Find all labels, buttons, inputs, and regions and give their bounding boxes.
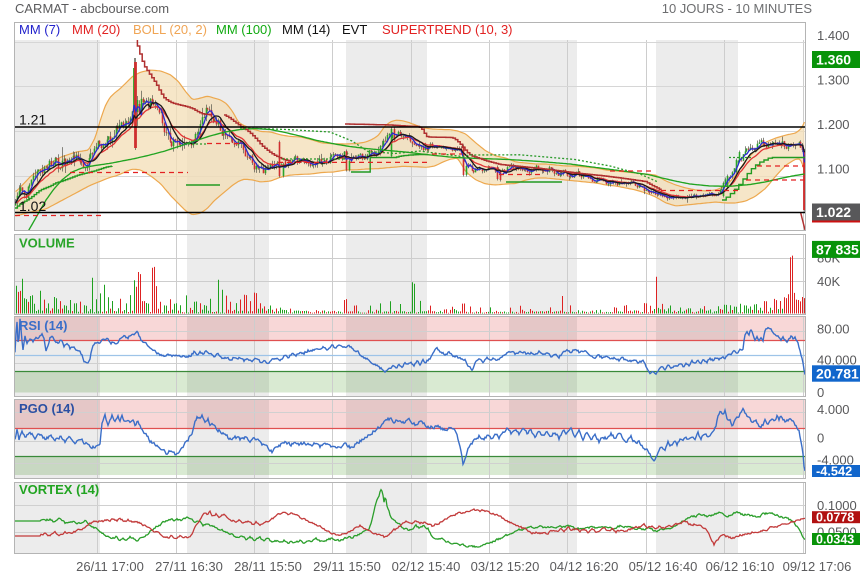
svg-text:0: 0 bbox=[817, 385, 824, 400]
svg-text:1.400: 1.400 bbox=[817, 28, 850, 43]
svg-text:BOLL (20, 2): BOLL (20, 2) bbox=[133, 22, 207, 37]
svg-text:09/12 17:06: 09/12 17:06 bbox=[783, 559, 852, 574]
svg-text:RSI (14): RSI (14) bbox=[19, 318, 67, 333]
svg-text:40K: 40K bbox=[817, 274, 840, 289]
svg-text:CARMAT - abcbourse.com: CARMAT - abcbourse.com bbox=[15, 1, 169, 16]
svg-text:VOLUME: VOLUME bbox=[19, 236, 75, 251]
svg-text:26/11 17:00: 26/11 17:00 bbox=[76, 559, 144, 574]
svg-text:05/12 16:40: 05/12 16:40 bbox=[629, 559, 698, 574]
svg-text:80.00: 80.00 bbox=[817, 322, 850, 337]
svg-text:20.781: 20.781 bbox=[816, 366, 859, 382]
svg-text:0.1000: 0.1000 bbox=[817, 498, 857, 513]
svg-text:0.0343: 0.0343 bbox=[816, 533, 854, 547]
svg-text:1.21: 1.21 bbox=[19, 112, 46, 128]
svg-text:29/11 15:50: 29/11 15:50 bbox=[313, 559, 381, 574]
svg-text:MM (7): MM (7) bbox=[19, 22, 60, 37]
svg-text:MM (14): MM (14) bbox=[282, 22, 330, 37]
svg-text:28/11 15:50: 28/11 15:50 bbox=[234, 559, 302, 574]
svg-text:02/12 15:40: 02/12 15:40 bbox=[392, 559, 461, 574]
svg-text:0.0778: 0.0778 bbox=[816, 511, 854, 525]
svg-text:EVT: EVT bbox=[342, 22, 367, 37]
svg-text:87 835: 87 835 bbox=[816, 241, 859, 257]
svg-text:06/12 16:10: 06/12 16:10 bbox=[706, 559, 775, 574]
svg-text:1.360: 1.360 bbox=[816, 52, 851, 68]
svg-text:27/11 16:30: 27/11 16:30 bbox=[155, 559, 223, 574]
svg-text:1.022: 1.022 bbox=[816, 204, 851, 220]
svg-text:1.02: 1.02 bbox=[19, 198, 46, 214]
svg-text:VORTEX (14): VORTEX (14) bbox=[19, 482, 99, 497]
svg-text:10 JOURS - 10 MINUTES: 10 JOURS - 10 MINUTES bbox=[662, 1, 813, 16]
svg-text:1.300: 1.300 bbox=[817, 73, 850, 88]
svg-text:MM (100): MM (100) bbox=[216, 22, 272, 37]
svg-text:1.200: 1.200 bbox=[817, 117, 850, 132]
svg-text:PGO (14): PGO (14) bbox=[19, 401, 75, 416]
svg-text:-4.542: -4.542 bbox=[816, 464, 852, 479]
svg-text:1.100: 1.100 bbox=[817, 162, 850, 177]
svg-text:04/12 16:20: 04/12 16:20 bbox=[550, 559, 619, 574]
svg-text:-4.000: -4.000 bbox=[817, 453, 854, 468]
svg-text:40.000: 40.000 bbox=[817, 353, 857, 368]
svg-text:4.000: 4.000 bbox=[817, 402, 850, 417]
svg-text:MM (20): MM (20) bbox=[72, 22, 120, 37]
svg-text:0: 0 bbox=[817, 431, 824, 446]
svg-text:SUPERTREND (10, 3): SUPERTREND (10, 3) bbox=[382, 22, 513, 37]
svg-text:03/12 15:20: 03/12 15:20 bbox=[471, 559, 540, 574]
